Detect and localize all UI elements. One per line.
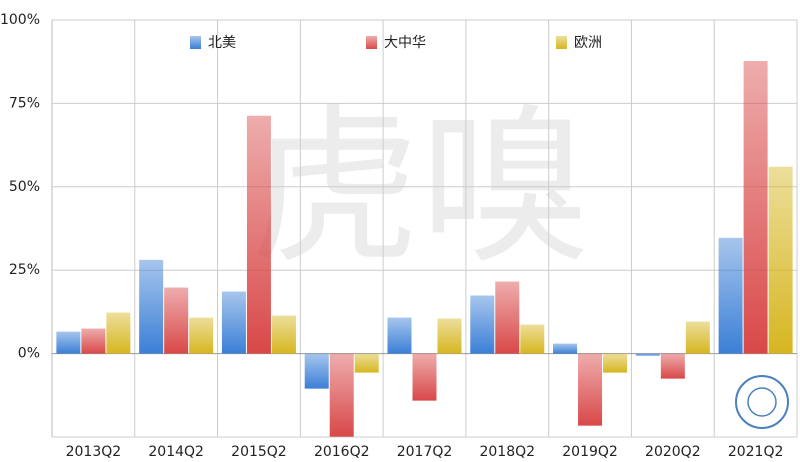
legend-swatch — [190, 36, 201, 49]
bar — [221, 291, 246, 354]
bar — [520, 324, 545, 354]
x-tick-label: 2020Q2 — [645, 444, 701, 460]
bar — [354, 353, 379, 373]
bar — [164, 287, 189, 354]
x-tick-label: 2013Q2 — [66, 444, 122, 460]
bar — [603, 353, 628, 373]
y-tick-label: 0% — [18, 346, 40, 362]
y-tick-label: 50% — [9, 179, 40, 195]
y-tick-label: 100% — [0, 12, 40, 28]
bar — [718, 237, 743, 354]
legend-label: 欧洲 — [574, 35, 602, 51]
bar — [304, 353, 329, 389]
bar — [743, 61, 768, 354]
bar — [470, 295, 495, 354]
legend-label: 北美 — [208, 35, 236, 51]
bar — [329, 353, 354, 437]
bar — [635, 353, 660, 356]
bar — [495, 281, 520, 354]
bar — [189, 317, 214, 354]
bar — [437, 318, 462, 354]
bar — [553, 343, 578, 354]
x-tick-label: 2014Q2 — [148, 444, 204, 460]
y-tick-label: 75% — [9, 95, 40, 111]
x-tick-label: 2016Q2 — [314, 444, 370, 460]
bar — [578, 353, 603, 426]
bar — [139, 259, 164, 354]
bar — [81, 328, 106, 354]
bar — [56, 331, 81, 354]
bar — [768, 166, 793, 354]
watermark: 虎嗅 — [250, 89, 590, 287]
bar — [271, 315, 296, 354]
legend-swatch — [366, 36, 377, 49]
legend-swatch — [556, 36, 567, 49]
bar — [412, 353, 437, 401]
x-tick-label: 2019Q2 — [562, 444, 618, 460]
y-tick-label: 25% — [9, 262, 40, 278]
bar — [685, 321, 710, 354]
logo-inner — [747, 387, 777, 417]
logo — [735, 375, 789, 429]
bar — [106, 312, 131, 354]
bar — [660, 353, 685, 379]
x-tick-label: 2015Q2 — [231, 444, 287, 460]
x-tick-label: 2017Q2 — [397, 444, 453, 460]
bar — [246, 115, 271, 354]
legend-label: 大中华 — [384, 35, 426, 51]
x-tick-label: 2021Q2 — [728, 444, 784, 460]
x-tick-label: 2018Q2 — [479, 444, 535, 460]
bar — [387, 317, 412, 354]
